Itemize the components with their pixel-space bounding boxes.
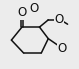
Text: O: O — [58, 42, 67, 55]
Text: O: O — [30, 2, 39, 15]
Text: O: O — [17, 6, 27, 19]
Text: O: O — [54, 13, 63, 26]
